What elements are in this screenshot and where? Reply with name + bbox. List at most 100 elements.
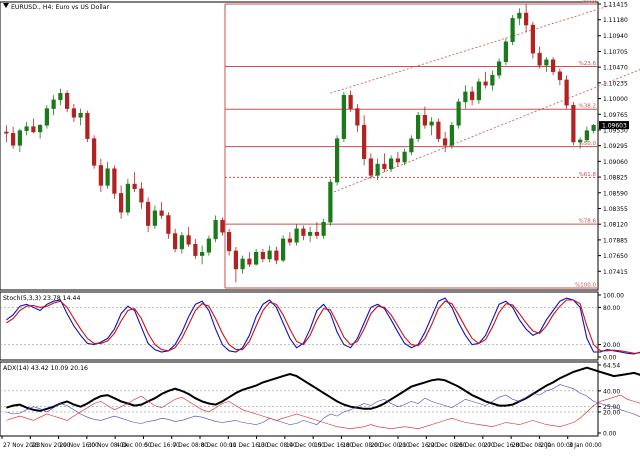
- candle-body: [557, 71, 562, 81]
- candle-body: [281, 238, 286, 261]
- price-tick-label: 1.08825: [603, 175, 628, 182]
- stoch-tick-label: 80.00: [603, 305, 620, 312]
- candle-body: [11, 133, 16, 146]
- candle-body: [564, 79, 569, 106]
- candle-body: [348, 94, 353, 109]
- fib-level-label: %100.0: [575, 283, 596, 289]
- candle-body: [200, 251, 205, 256]
- candle-body: [503, 41, 508, 63]
- candle-body: [476, 81, 481, 101]
- time-tick-label: 4 Dec 00:00: [116, 443, 152, 449]
- price-tick-label: 1.09765: [603, 112, 628, 119]
- candle-body: [267, 250, 272, 260]
- candle-body: [186, 235, 191, 245]
- candle-body: [436, 121, 441, 139]
- current-price-label: 1.09603: [602, 123, 627, 130]
- candle-body: [470, 91, 475, 101]
- price-tick-label: 1.10940: [603, 33, 628, 40]
- candle-body: [301, 228, 306, 236]
- time-tick-label: 22 Dec 08:00: [427, 443, 466, 449]
- time-tick-label: 18 Dec 08:00: [342, 443, 381, 449]
- candle-body: [159, 210, 164, 216]
- candle-body: [584, 130, 589, 141]
- candle-body: [443, 138, 448, 146]
- candle-body: [537, 52, 542, 66]
- current-price-box: [599, 121, 629, 130]
- candle-body: [179, 235, 184, 250]
- candle-body: [483, 81, 488, 86]
- stoch-main-line: [6, 297, 640, 355]
- price-tick-label: 1.11415: [603, 2, 628, 9]
- main-chart-title: EURUSD., H4: Euro vs US Dollar: [11, 4, 110, 11]
- candle-body: [125, 183, 130, 213]
- fib-level-label: %23.6: [579, 61, 597, 67]
- candle-body: [551, 59, 556, 73]
- candle-body: [375, 163, 380, 176]
- adx-pane-frame: [0, 361, 599, 437]
- candle-body: [463, 91, 468, 103]
- candle-body: [314, 231, 319, 236]
- candle-body: [328, 181, 333, 223]
- candle-body: [368, 158, 373, 176]
- candle-body: [146, 201, 151, 226]
- candle-body: [429, 121, 434, 126]
- candle-body: [571, 104, 576, 143]
- candle-body: [17, 130, 22, 146]
- candle-body: [524, 12, 529, 26]
- candle-body: [578, 139, 583, 143]
- channel-line: [330, 3, 614, 94]
- time-tick-label: 7 Dec 08:00: [173, 443, 209, 449]
- candle-body: [308, 231, 313, 236]
- price-tick-label: 1.08590: [603, 190, 628, 197]
- time-tick-label: 21 Dec 16:00: [399, 443, 438, 449]
- candle-body: [544, 59, 549, 66]
- candle-body: [166, 215, 171, 234]
- candle-body: [517, 12, 522, 19]
- fib-level-label: %78.6: [579, 219, 597, 225]
- candle-body: [449, 125, 454, 146]
- adx-tick-label: 25.00: [603, 404, 620, 411]
- price-tick-label: 1.11180: [603, 17, 628, 24]
- time-tick-label: 26 Dec 00:00: [456, 443, 495, 449]
- price-tick-label: 1.09530: [603, 127, 628, 134]
- stoch-tick-label: 0.00: [603, 355, 617, 362]
- adx-plus-di-line: [6, 384, 640, 425]
- adx-tick-label: 64.54: [603, 363, 620, 370]
- candle-body: [260, 251, 265, 260]
- adx-tick-label: 40.00: [603, 388, 620, 395]
- candle-body: [78, 113, 83, 118]
- stoch-tick-label: 100.00: [603, 293, 624, 300]
- price-tick-label: 1.10470: [603, 65, 628, 72]
- price-tick-label: 1.10235: [603, 80, 628, 87]
- time-tick-label: 30 Nov 08:00: [88, 443, 127, 449]
- stoch-tick-label: 20.00: [603, 342, 620, 349]
- candle-body: [220, 219, 225, 233]
- collapse-triangle-icon: [3, 3, 9, 8]
- adx-title: ADX(14) 43.42 10.09 20.16: [3, 365, 88, 372]
- candle-body: [193, 243, 198, 256]
- candle-body: [233, 250, 238, 270]
- time-tick-label: 3 Jan 00:00: [569, 443, 602, 449]
- candle-body: [58, 92, 63, 101]
- price-tick-label: 1.08120: [603, 222, 628, 229]
- candle-body: [490, 74, 495, 86]
- candle-body: [24, 126, 29, 131]
- fib-level-label: %38.2: [579, 104, 596, 110]
- time-tick-label: 8 Dec 00:00: [201, 443, 237, 449]
- candle-body: [51, 99, 56, 109]
- price-tick-label: 1.08355: [603, 206, 628, 213]
- candle-body: [227, 231, 232, 252]
- candle-body: [591, 125, 596, 131]
- candle-body: [510, 18, 515, 43]
- candle-body: [341, 94, 346, 139]
- time-tick-label: 5 Dec 16:00: [144, 443, 180, 449]
- candle-body: [409, 138, 414, 153]
- fib-level-label: %50.0: [579, 141, 597, 147]
- channel-line: [330, 69, 640, 194]
- candle-body: [294, 228, 299, 243]
- time-tick-label: 15 Dec 16:00: [314, 443, 353, 449]
- time-tick-label: 11 Dec 16:00: [229, 443, 268, 449]
- adx-minus-di-line: [6, 394, 640, 430]
